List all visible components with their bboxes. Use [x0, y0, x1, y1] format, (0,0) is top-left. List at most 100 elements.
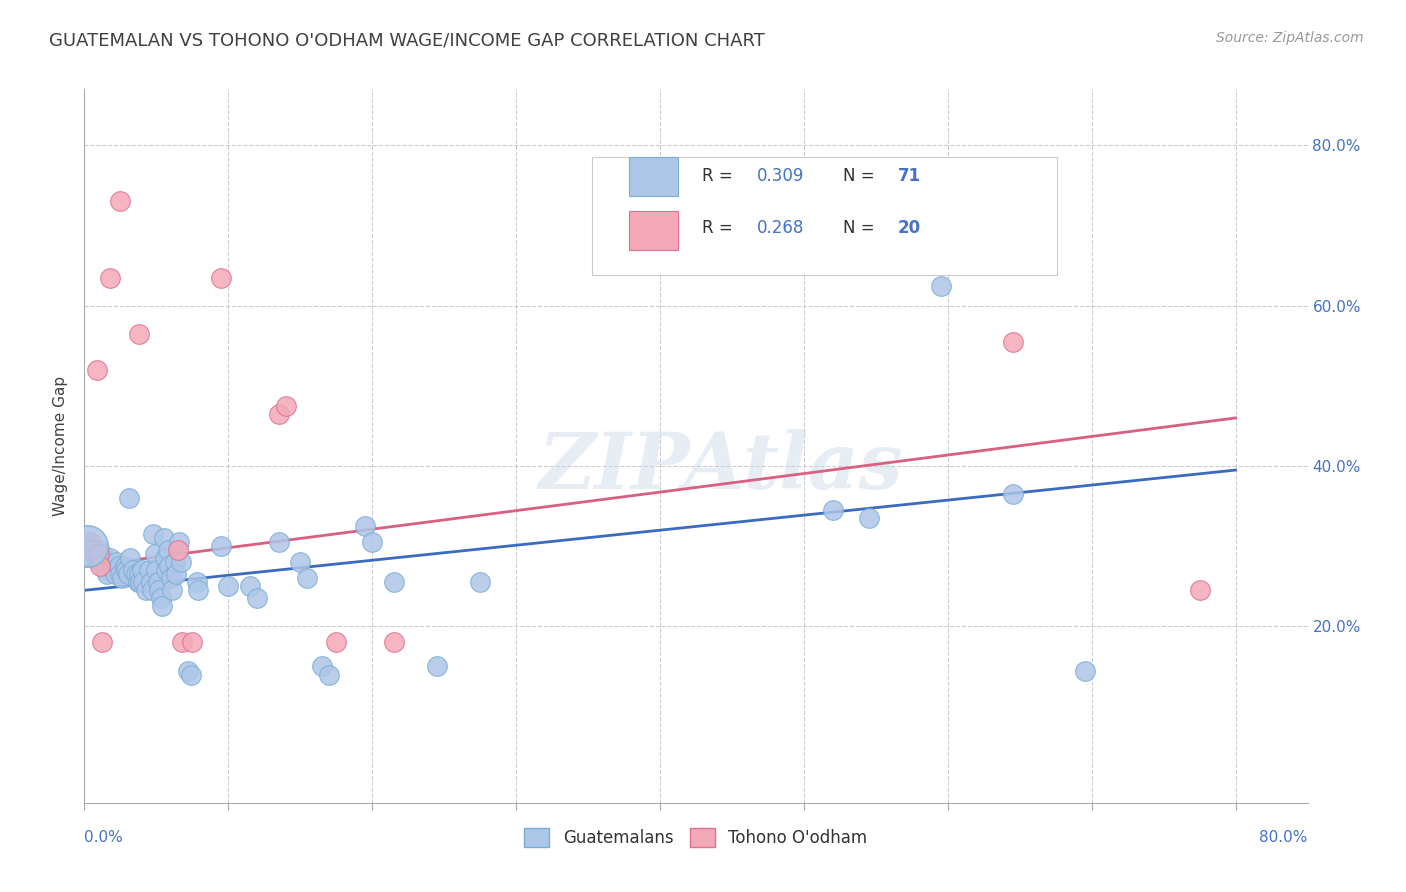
Point [79, 535, 101, 549]
Point [361, 535, 384, 549]
Legend: Guatemalans, Tohono O'odham: Guatemalans, Tohono O'odham [516, 819, 876, 855]
Y-axis label: Wage/Income Gap: Wage/Income Gap [53, 376, 69, 516]
Point [149, 591, 172, 606]
Point [114, 559, 136, 574]
Point [1001, 334, 1024, 349]
Point [139, 575, 162, 590]
Point [1073, 664, 1095, 678]
FancyBboxPatch shape [592, 157, 1057, 275]
Text: Source: ZipAtlas.com: Source: ZipAtlas.com [1216, 31, 1364, 45]
Point [217, 579, 239, 593]
Text: GUATEMALAN VS TOHONO O'ODHAM WAGE/INCOME GAP CORRELATION CHART: GUATEMALAN VS TOHONO O'ODHAM WAGE/INCOME… [49, 31, 765, 49]
Point [135, 583, 157, 598]
Point [90, 547, 112, 561]
Point [297, 571, 319, 585]
Point [354, 519, 377, 533]
Point [325, 635, 347, 649]
Point [148, 583, 170, 598]
Point [311, 659, 333, 673]
Text: 20: 20 [898, 219, 921, 237]
Point [156, 543, 179, 558]
Point [100, 559, 122, 574]
Point [1188, 583, 1211, 598]
Point [172, 635, 194, 649]
Point [152, 531, 174, 545]
Text: N =: N = [842, 219, 880, 237]
Point [117, 567, 139, 582]
Point [87, 543, 110, 558]
Point [290, 555, 312, 569]
Point [468, 575, 491, 590]
Point [146, 575, 169, 590]
Point [267, 407, 290, 421]
Point [103, 567, 125, 582]
Point [246, 591, 269, 606]
Point [90, 635, 112, 649]
Point [82, 543, 104, 558]
Point [142, 527, 165, 541]
Point [87, 547, 110, 561]
Point [153, 551, 176, 566]
Point [169, 535, 191, 549]
Point [382, 575, 405, 590]
Point [821, 503, 844, 517]
Point [120, 551, 142, 566]
Point [125, 567, 148, 582]
Point [94, 563, 117, 577]
Point [163, 555, 186, 569]
Point [115, 563, 138, 577]
Point [382, 635, 405, 649]
Point [150, 599, 173, 614]
Point [155, 563, 177, 577]
Point [166, 567, 188, 582]
Bar [628, 211, 678, 250]
Point [141, 583, 163, 598]
Point [129, 575, 152, 590]
Text: 71: 71 [898, 168, 921, 186]
Point [98, 270, 121, 285]
Point [111, 571, 134, 585]
Text: 0.0%: 0.0% [84, 830, 124, 845]
Point [209, 539, 232, 553]
Text: 80.0%: 80.0% [1260, 830, 1308, 845]
Point [110, 567, 132, 582]
Point [86, 363, 108, 377]
Point [167, 543, 190, 558]
Point [145, 563, 167, 577]
Point [132, 575, 155, 590]
Point [122, 563, 145, 577]
Point [1001, 487, 1024, 501]
Point [426, 659, 449, 673]
Point [170, 555, 193, 569]
Text: 0.309: 0.309 [758, 168, 804, 186]
Point [318, 667, 340, 681]
Point [128, 567, 150, 582]
Point [89, 559, 111, 574]
Point [180, 667, 202, 681]
Point [209, 270, 232, 285]
Point [127, 575, 149, 590]
Point [105, 555, 128, 569]
Point [131, 563, 153, 577]
Point [96, 567, 118, 582]
Point [274, 399, 297, 413]
Point [187, 583, 209, 598]
Point [84, 551, 107, 566]
Point [138, 563, 160, 577]
Text: 0.268: 0.268 [758, 219, 804, 237]
Text: N =: N = [842, 168, 880, 186]
Point [128, 326, 150, 341]
Point [160, 583, 183, 598]
Point [76, 539, 98, 553]
Point [87, 555, 110, 569]
Point [159, 571, 181, 585]
Point [80, 543, 103, 558]
Point [118, 491, 141, 505]
Text: R =: R = [702, 168, 738, 186]
Point [77, 539, 100, 553]
Bar [628, 157, 678, 196]
Point [101, 563, 124, 577]
Point [98, 551, 121, 566]
Point [858, 511, 880, 525]
Point [91, 559, 114, 574]
